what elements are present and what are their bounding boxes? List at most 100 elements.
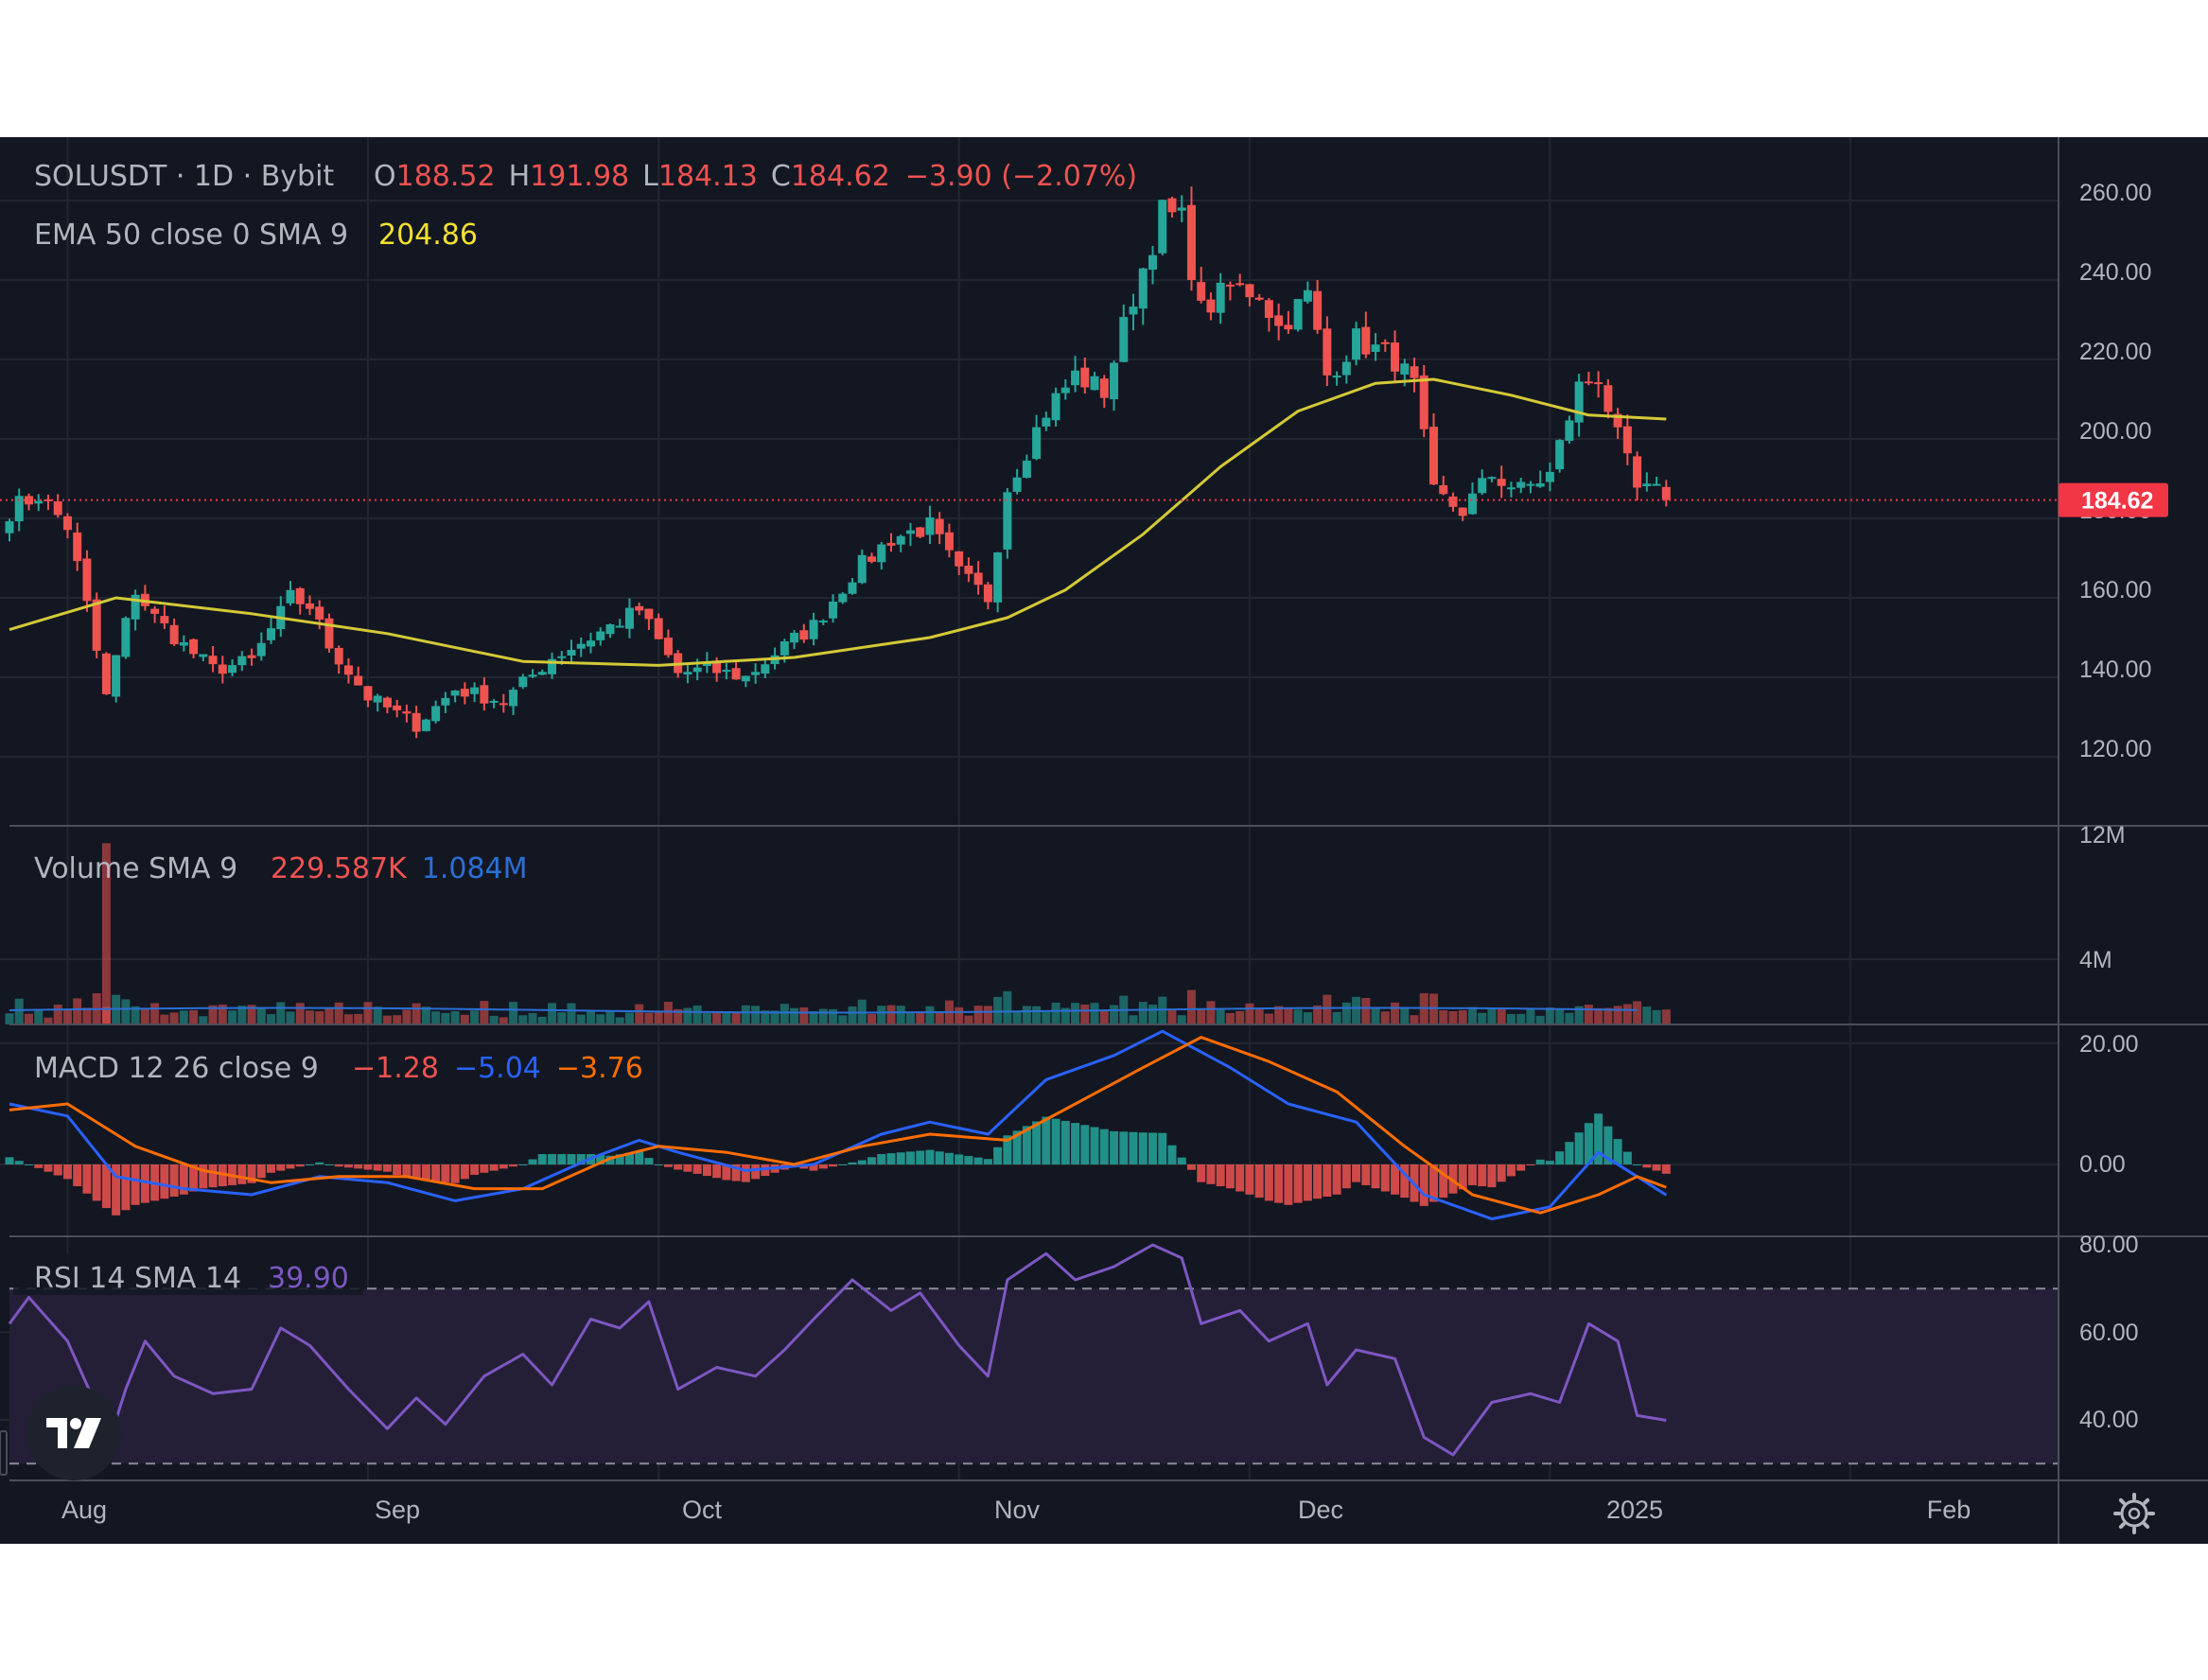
macd-histogram-bar	[1478, 1164, 1487, 1187]
candle-up	[1487, 477, 1497, 480]
candle-up	[1022, 460, 1031, 479]
candle-up	[509, 690, 518, 707]
ema-legend-value: 204.86	[378, 219, 478, 252]
volume-bar	[1313, 1005, 1323, 1024]
macd-histogram-bar	[1603, 1126, 1613, 1164]
volume-axis[interactable]: 12M 4M	[2079, 822, 2126, 973]
volume-bar	[402, 1009, 412, 1024]
chart-canvas[interactable]: SOLUSDT · 1D · Bybit O188.52 H191.98 L184.…	[0, 137, 2208, 1544]
volume-bar	[683, 1007, 692, 1024]
macd-histogram-bar	[1177, 1157, 1186, 1164]
candle-up	[905, 530, 915, 534]
candle-down	[1274, 315, 1284, 326]
volume-bar	[586, 1010, 595, 1024]
candle-up	[848, 582, 857, 594]
candle-down	[189, 639, 199, 655]
volume-bar	[382, 1015, 392, 1024]
volume-bar	[886, 1005, 896, 1024]
volume-bar	[509, 1002, 518, 1024]
rsi-axis[interactable]: 80.00 60.00 40.00	[2079, 1232, 2139, 1433]
tradingview-logo-icon[interactable]	[26, 1386, 121, 1480]
macd-axis[interactable]: 20.00 0.00	[2079, 1031, 2139, 1178]
volume-bar	[1341, 1002, 1351, 1024]
volume-bar	[1506, 1013, 1516, 1024]
candle-up	[896, 535, 905, 545]
macd-histogram-bar	[925, 1149, 935, 1164]
close-prefix: C	[771, 160, 791, 193]
candle-up	[286, 589, 295, 604]
volume-bar	[1060, 1007, 1070, 1024]
volume-bar	[499, 1017, 508, 1024]
volume-bar	[470, 1010, 480, 1024]
candle-down	[393, 705, 402, 710]
candle-up	[1506, 487, 1516, 490]
volume-bar	[848, 1006, 857, 1024]
volume-bar	[596, 1014, 605, 1024]
macd-histogram-bar	[1400, 1164, 1410, 1199]
candle-up	[256, 642, 266, 656]
candle-down	[1167, 198, 1177, 213]
rsi-band-layer	[9, 1287, 2059, 1465]
candle-down	[62, 516, 72, 531]
volume-bar	[489, 1015, 499, 1024]
volume-bar	[1371, 1006, 1380, 1024]
macd-histogram-bar	[1467, 1164, 1477, 1185]
candle-down	[363, 686, 373, 701]
macd-histogram-bar	[877, 1154, 886, 1164]
macd-histogram-bar	[1216, 1164, 1225, 1187]
macd-tick: 0.00	[2079, 1151, 2126, 1178]
macd-histogram-bar	[121, 1164, 131, 1211]
volume-bar	[1186, 989, 1196, 1024]
close-value: 184.62	[791, 160, 890, 193]
volume-bar	[1622, 1004, 1632, 1024]
candle-up	[5, 521, 14, 534]
volume-bar	[964, 1015, 973, 1024]
gear-icon[interactable]	[2113, 1493, 2155, 1534]
candle-down	[1080, 367, 1090, 388]
macd-histogram-bar	[53, 1164, 62, 1176]
volume-bar	[1497, 1008, 1506, 1024]
volume-bar	[1071, 1003, 1080, 1024]
candle-down	[354, 675, 363, 686]
volume-bar	[1090, 1003, 1099, 1024]
volume-bar	[73, 998, 82, 1024]
volume-bar	[324, 1007, 334, 1024]
macd-histogram-bar	[373, 1164, 382, 1171]
candle-down	[1099, 378, 1109, 398]
macd-histogram-bar	[1022, 1126, 1031, 1164]
volume-bar	[343, 1014, 353, 1024]
macd-histogram-bar	[1487, 1164, 1497, 1188]
macd-tick: 20.00	[2079, 1031, 2139, 1058]
chart-frame[interactable]: SOLUSDT · 1D · Bybit O188.52 H191.98 L184.…	[0, 137, 2208, 1544]
macd-histogram-bar	[973, 1157, 983, 1164]
macd-signal-line	[9, 1036, 1667, 1215]
volume-bar	[1458, 1009, 1467, 1024]
candle-down	[1410, 366, 1419, 378]
volume-bar	[431, 1011, 441, 1024]
side-panel-handle[interactable]	[0, 1430, 8, 1476]
candle-up	[1148, 254, 1158, 271]
volume-bar	[905, 1013, 915, 1024]
volume-bar	[557, 1012, 567, 1024]
volume-bar	[983, 1006, 992, 1024]
volume-bar	[1138, 1002, 1148, 1024]
macd-histogram-bar	[5, 1157, 14, 1164]
volume-bar	[692, 1006, 702, 1024]
macd-histogram-bar	[1235, 1164, 1245, 1192]
price-tick: 140.00	[2079, 656, 2151, 683]
volume-bar	[131, 1006, 140, 1024]
macd-histogram-bar	[499, 1164, 508, 1169]
candle-down	[867, 556, 876, 562]
candle-up	[1467, 493, 1477, 515]
time-axis[interactable]: Aug Sep Oct Nov Dec 2025 Feb	[61, 1496, 1971, 1524]
candle-up	[605, 624, 615, 635]
volume-bar	[1158, 996, 1167, 1024]
macd-histogram-bar	[722, 1164, 731, 1181]
candle-down	[208, 656, 218, 665]
change-text: −3.90 (−2.07%)	[905, 160, 1137, 193]
candle-down	[1206, 299, 1216, 313]
volume-bar	[663, 1002, 673, 1024]
macd-histogram-bar	[596, 1154, 605, 1164]
macd-histogram-bar	[1042, 1116, 1051, 1164]
low-prefix: L	[642, 160, 658, 193]
